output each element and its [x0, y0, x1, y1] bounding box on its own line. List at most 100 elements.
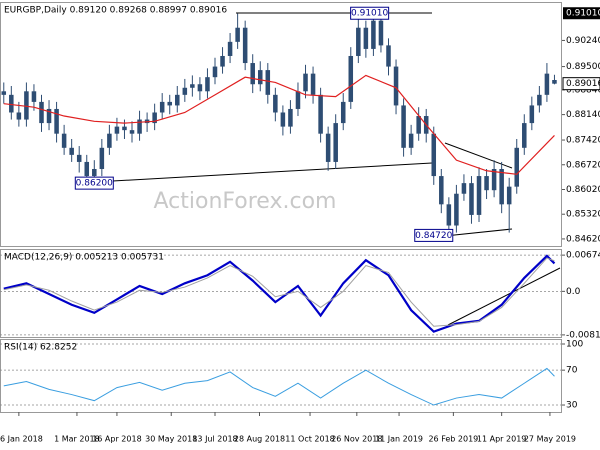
trendline — [447, 267, 561, 326]
candle-body — [39, 101, 44, 124]
rsi-panel-frame — [0, 339, 562, 413]
candle-body — [484, 176, 489, 191]
candle-body — [190, 84, 195, 88]
candle-body — [454, 193, 459, 226]
candle-body — [69, 147, 74, 155]
level-label: 0.91010 — [566, 9, 600, 19]
annotation: 0.91010 — [351, 9, 388, 19]
candle-body — [499, 169, 504, 205]
candle-body — [24, 91, 29, 120]
x-tick-label: 16 Apr 2018 — [92, 435, 141, 444]
candle-body — [431, 133, 437, 177]
y-tick-label: 0.85320 — [566, 210, 600, 220]
candle-body — [393, 66, 399, 106]
candle-body — [522, 123, 527, 148]
candle-body — [295, 91, 301, 109]
price-panel-frame — [0, 2, 562, 247]
candle-body — [107, 133, 112, 148]
x-tick-label: 26 Feb 2019 — [428, 435, 478, 444]
x-tick-label: 11 Jan 2019 — [375, 435, 423, 444]
y-tick-label: -0.008109 — [566, 330, 600, 340]
candle-body — [92, 169, 97, 177]
candle-body — [61, 133, 67, 148]
candle-body — [257, 70, 263, 85]
y-tick-label: 0.89500 — [566, 62, 600, 72]
candle-body — [318, 94, 323, 134]
candle-body — [408, 133, 414, 148]
x-tick-label: 16 Jan 2018 — [0, 435, 43, 444]
candle-body — [84, 161, 90, 177]
series-line — [3, 367, 555, 406]
trendline — [444, 142, 513, 169]
last-price-box — [562, 77, 600, 91]
last-price-label: 0.89016 — [566, 79, 600, 89]
candle-body — [401, 105, 406, 148]
candle-body — [469, 183, 474, 215]
candle-body — [227, 41, 233, 56]
panel-title: EURGBP,Daily 0.89120 0.89268 0.88997 0.8… — [4, 6, 227, 16]
y-tick-label: 0.84620 — [566, 234, 600, 244]
candle-body — [356, 27, 361, 56]
candle-body — [506, 186, 512, 205]
candle-body — [16, 112, 22, 120]
y-tick-label: 100 — [566, 340, 583, 350]
y-tick-label: 0.88840 — [566, 85, 600, 95]
level-box — [563, 7, 600, 20]
candle-body — [197, 84, 203, 92]
candle-body — [303, 73, 308, 92]
candle-body — [159, 101, 165, 113]
candle-body — [416, 116, 421, 134]
candle-body — [250, 63, 255, 85]
panel-title: MACD(12,26,9) 0.005213 0.005731 — [4, 253, 164, 263]
candle-body — [182, 87, 188, 95]
candle-body — [265, 70, 271, 95]
annotation: 0.84720 — [415, 231, 452, 241]
x-tick-label: 26 Nov 2018 — [331, 435, 382, 444]
y-tick-label: 30 — [566, 401, 578, 411]
y-tick-label: 0.006745 — [566, 251, 600, 261]
y-tick-label: 0.87420 — [566, 136, 600, 146]
x-tick-label: 1 Mar 2018 — [54, 435, 100, 444]
candle-body — [544, 73, 550, 95]
candle-body — [242, 27, 248, 64]
candle-body — [175, 94, 180, 106]
moving-average — [3, 74, 555, 175]
series-line — [3, 257, 555, 327]
candle-body — [205, 77, 210, 92]
candle-body — [99, 147, 105, 170]
candle-body — [167, 101, 172, 106]
y-tick-label: 0.90240 — [566, 36, 600, 46]
annotation: 0.86200 — [76, 179, 113, 189]
candle-body — [152, 112, 157, 124]
candle-body — [288, 108, 293, 127]
trendline — [94, 162, 433, 183]
annotation-box — [350, 6, 390, 20]
candle-body — [46, 108, 52, 124]
y-tick-label: 70 — [566, 366, 578, 376]
annotation-box — [414, 228, 454, 242]
candle-body — [340, 101, 346, 124]
candle-body — [446, 204, 452, 226]
x-tick-label: 11 Apr 2019 — [477, 435, 526, 444]
candle-body — [348, 55, 354, 102]
watermark: ActionForex.com — [154, 189, 337, 214]
x-tick-label: 30 May 2018 — [145, 435, 197, 444]
candle-body — [371, 20, 376, 49]
candle-body — [235, 27, 240, 42]
candle-body — [552, 79, 557, 84]
candle-body — [529, 105, 535, 124]
candle-body — [310, 73, 316, 95]
candle-body — [537, 94, 542, 106]
macd-panel-frame — [0, 249, 562, 338]
candle-body — [1, 91, 7, 95]
candle-body — [212, 66, 218, 78]
candle-body — [129, 130, 135, 134]
candle-body — [220, 55, 225, 67]
candle-body — [461, 183, 467, 194]
trendline — [444, 228, 513, 237]
candle-body — [378, 20, 384, 46]
candle-body — [122, 126, 127, 131]
candle-body — [54, 108, 59, 134]
